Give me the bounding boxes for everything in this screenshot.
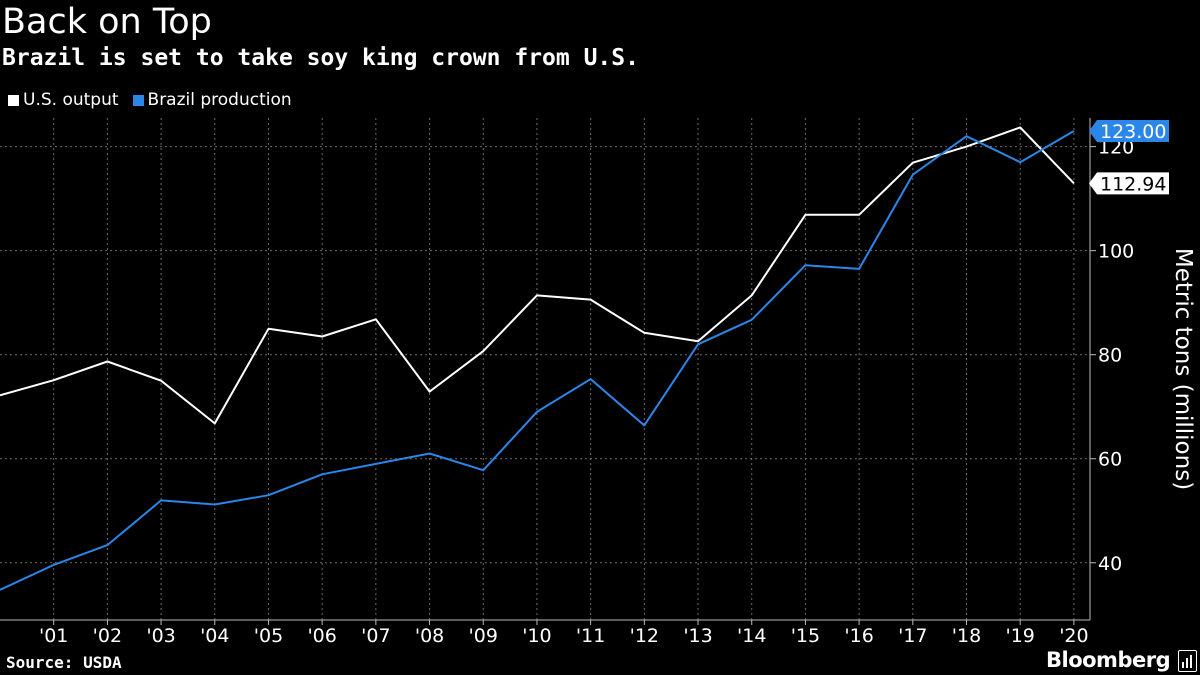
chart-title: Back on Top: [2, 2, 212, 42]
us-end-label-box: [1089, 172, 1169, 195]
legend-label-brazil: Brazil production: [147, 90, 292, 110]
chart-subtitle: Brazil is set to take soy king crown fro…: [2, 45, 639, 71]
terminal-icon: [1178, 650, 1197, 672]
x-tick-label: '08: [415, 625, 444, 647]
x-tick-label: '05: [254, 625, 283, 647]
x-tick-label: '07: [361, 625, 390, 647]
source-note: Source: USDA: [6, 653, 122, 672]
brazil-end-label: 123.00: [1100, 121, 1166, 143]
legend: U.S. output Brazil production: [8, 90, 292, 110]
x-tick-label: '10: [522, 625, 551, 647]
y-tick-label: 80: [1098, 345, 1122, 367]
x-tick-label: '15: [791, 625, 820, 647]
brazil-production-line: [0, 130, 1075, 591]
x-tick-label: '17: [898, 625, 927, 647]
legend-item-us: U.S. output: [8, 90, 119, 110]
y-tick-label: 60: [1098, 449, 1122, 471]
x-tick-label: '18: [952, 625, 981, 647]
legend-swatch-us: [8, 94, 19, 106]
y-tick-label: 120: [1098, 137, 1134, 159]
legend-label-us: U.S. output: [23, 90, 119, 110]
legend-swatch-brazil: [132, 94, 144, 106]
x-tick-label: '04: [200, 625, 229, 647]
us-output-line: [0, 126, 1075, 425]
x-tick-label: '19: [1005, 625, 1034, 647]
legend-item-brazil: Brazil production: [132, 90, 292, 110]
x-tick-label: '14: [737, 625, 766, 647]
y-tick-label: 100: [1098, 241, 1134, 263]
x-tick-label: '03: [146, 625, 175, 647]
x-tick-label: '02: [93, 625, 122, 647]
x-tick-label: '12: [630, 625, 659, 647]
brand-logo-text: Bloomberg: [1046, 648, 1171, 672]
x-tick-label: '20: [1059, 625, 1088, 647]
x-tick-label: '11: [576, 625, 605, 647]
x-tick-label: '09: [469, 625, 498, 647]
us-end-label: 112.94: [1100, 173, 1166, 195]
x-tick-label: '01: [39, 625, 68, 647]
y-tick-label: 40: [1098, 553, 1122, 575]
y-axis-label: Metric tons (millions): [1170, 248, 1196, 490]
x-tick-label: '06: [307, 625, 336, 647]
x-tick-label: '13: [683, 625, 712, 647]
x-tick-label: '16: [844, 625, 873, 647]
brazil-end-label-box: [1089, 120, 1169, 143]
